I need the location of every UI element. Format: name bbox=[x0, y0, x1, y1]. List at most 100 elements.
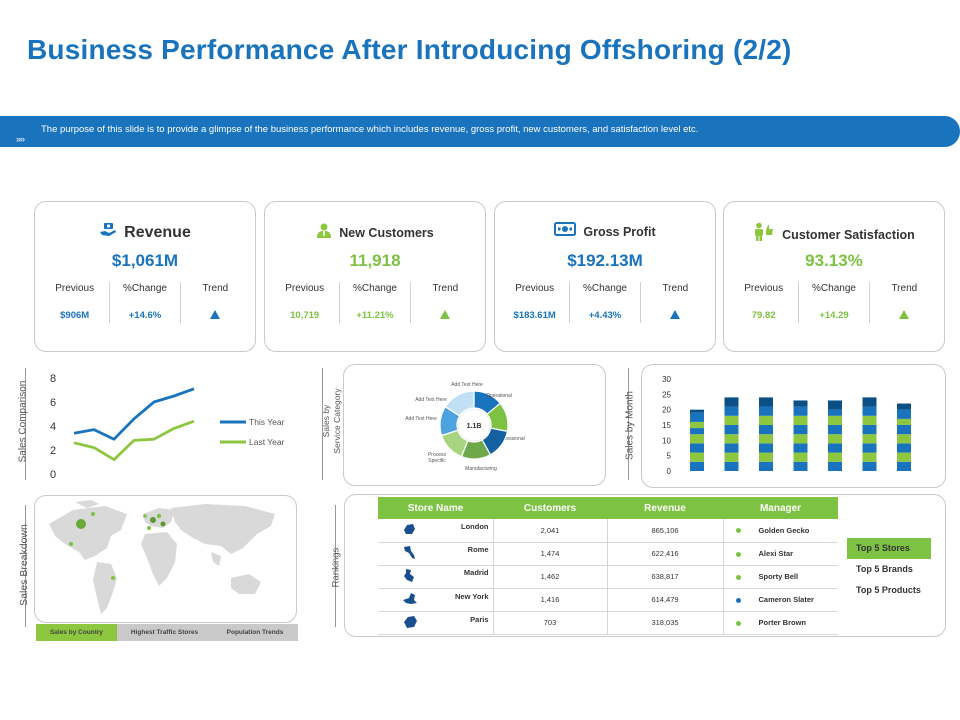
bar-segment bbox=[724, 443, 739, 453]
rankings-label: Rankings bbox=[330, 547, 342, 588]
bar-segment bbox=[759, 425, 773, 435]
service-category-chart: Operational Professional Manufacturing Proc… bbox=[405, 382, 525, 472]
trend-header: Trend bbox=[202, 283, 229, 294]
change-value: +4.43% bbox=[588, 310, 622, 321]
tab-population-trends[interactable]: Population Trends bbox=[212, 624, 298, 641]
manager-name: Golden Gecko bbox=[758, 525, 810, 535]
bar-segment bbox=[724, 461, 739, 471]
trend-header: Trend bbox=[432, 283, 459, 294]
store-cell: London bbox=[378, 519, 493, 543]
kpi-card-new-customers: New Customers 11,918 Previous 10,719 %Cha… bbox=[264, 201, 486, 352]
change-header: %Change bbox=[812, 283, 856, 294]
header-revenue: Revenue bbox=[607, 497, 723, 519]
table-row[interactable]: Madrid 1,462 638,817 Sporty Bell bbox=[378, 565, 838, 589]
table-row[interactable]: Paris 703 318,035 Porter Brown bbox=[378, 611, 838, 635]
bar-segment bbox=[759, 452, 773, 462]
previous-header: Previous bbox=[515, 283, 555, 294]
trend-header: Trend bbox=[891, 283, 918, 294]
top-5-products-item[interactable]: Top 5 Products bbox=[856, 585, 921, 595]
customers-cell: 2,041 bbox=[492, 519, 607, 543]
bar-segment bbox=[724, 425, 739, 435]
bar-segment bbox=[862, 415, 877, 425]
kpi-label: Revenue bbox=[124, 223, 191, 241]
bar-segment bbox=[897, 403, 911, 410]
store-name: Paris bbox=[470, 614, 489, 624]
bar-segment bbox=[759, 406, 773, 416]
paris-map-icon bbox=[402, 615, 418, 631]
y-tick-label: 8 bbox=[50, 373, 56, 385]
slice-label: Process Specific bbox=[428, 452, 447, 464]
bar-segment bbox=[793, 415, 808, 425]
table-row[interactable]: Rome 1,474 622,416 Alexi Star bbox=[378, 542, 838, 566]
slice-label: Professional bbox=[497, 436, 525, 442]
kpi-card-customer-satisfaction: Customer Satisfaction 93.13% Previous 79.… bbox=[723, 201, 945, 352]
bar-segment bbox=[828, 400, 842, 410]
person-icon bbox=[316, 222, 332, 243]
revenue-cell: 865,106 bbox=[606, 519, 723, 543]
revenue-cell: 318,035 bbox=[606, 611, 723, 635]
slice-label: Add Text Here bbox=[405, 416, 437, 422]
service-category-label: Sales by Service Category bbox=[321, 371, 343, 471]
manager-name: Porter Brown bbox=[758, 618, 807, 627]
top-5-stores-item[interactable]: Top 5 Stores bbox=[847, 538, 931, 559]
trend-up-icon bbox=[899, 310, 910, 319]
change-value: +14.29 bbox=[819, 310, 849, 321]
change-header: %Change bbox=[123, 283, 167, 294]
tab-highest-traffic-stores[interactable]: Highest Traffic Stores bbox=[117, 624, 212, 641]
london-map-icon bbox=[402, 522, 416, 538]
bar-segment bbox=[793, 434, 808, 444]
store-name: Rome bbox=[467, 544, 489, 554]
bar-segment bbox=[759, 397, 773, 407]
kpi-value: 93.13% bbox=[805, 251, 863, 270]
y-tick-label: 0 bbox=[50, 469, 56, 481]
slice-label: Operational bbox=[486, 393, 512, 399]
trend-up-icon bbox=[670, 310, 681, 319]
kpi-label: New Customers bbox=[339, 225, 434, 240]
store-cell: Rome bbox=[378, 542, 493, 566]
bar-segment bbox=[828, 415, 842, 425]
bar-segment bbox=[828, 461, 842, 471]
kpi-label: Gross Profit bbox=[583, 224, 656, 239]
manager-cell: Alexi Star bbox=[722, 542, 838, 566]
previous-value: 10,719 bbox=[290, 310, 320, 321]
y-tick-label: 6 bbox=[50, 397, 56, 409]
top-5-brands-item[interactable]: Top 5 Brands bbox=[856, 564, 913, 574]
bar-segment bbox=[897, 425, 911, 435]
status-dot bbox=[735, 597, 741, 603]
y-tick-label: 10 bbox=[662, 436, 671, 445]
bar-segment bbox=[897, 452, 911, 462]
bar-segment bbox=[897, 434, 911, 444]
change-header: %Change bbox=[583, 283, 627, 294]
kpi-card-revenue: Revenue $1,061M Previous $906M %Change +14… bbox=[34, 201, 256, 352]
slice-label: Add Text Here bbox=[451, 382, 483, 388]
status-dot bbox=[735, 574, 741, 580]
bar-segment bbox=[690, 412, 704, 422]
world-map-panel bbox=[34, 495, 297, 623]
table-row[interactable]: London 2,041 865,106 Golden Gecko bbox=[378, 519, 838, 543]
y-tick-label: 30 bbox=[662, 375, 671, 384]
bar-segment bbox=[724, 434, 739, 444]
y-tick-label: 15 bbox=[662, 421, 671, 430]
bar-segment bbox=[724, 397, 739, 407]
change-header: %Change bbox=[353, 283, 397, 294]
thumbs-people-icon bbox=[753, 222, 775, 247]
previous-header: Previous bbox=[285, 283, 325, 294]
bar-segment bbox=[897, 409, 911, 419]
money-hand-icon bbox=[99, 222, 117, 243]
bar-segment bbox=[862, 443, 877, 453]
kpi-value: $1,061M bbox=[111, 251, 179, 270]
kpi-label: Customer Satisfaction bbox=[782, 227, 915, 242]
bar-segment bbox=[897, 461, 911, 471]
legend-label: This Year bbox=[249, 417, 285, 427]
bar-segment bbox=[690, 421, 704, 429]
table-row[interactable]: New York 1,416 614,479 Cameron Slater bbox=[378, 588, 838, 612]
donut-slice bbox=[444, 390, 475, 417]
status-dot bbox=[735, 528, 741, 534]
previous-value: 79.82 bbox=[751, 310, 776, 321]
bar-segment bbox=[897, 443, 911, 453]
bar-segment bbox=[828, 452, 842, 462]
tab-sales-by-country[interactable]: Sales by Country bbox=[36, 624, 117, 641]
manager-cell: Golden Gecko bbox=[722, 519, 838, 543]
y-tick-label: 4 bbox=[50, 421, 56, 433]
y-tick-label: 25 bbox=[662, 390, 671, 399]
